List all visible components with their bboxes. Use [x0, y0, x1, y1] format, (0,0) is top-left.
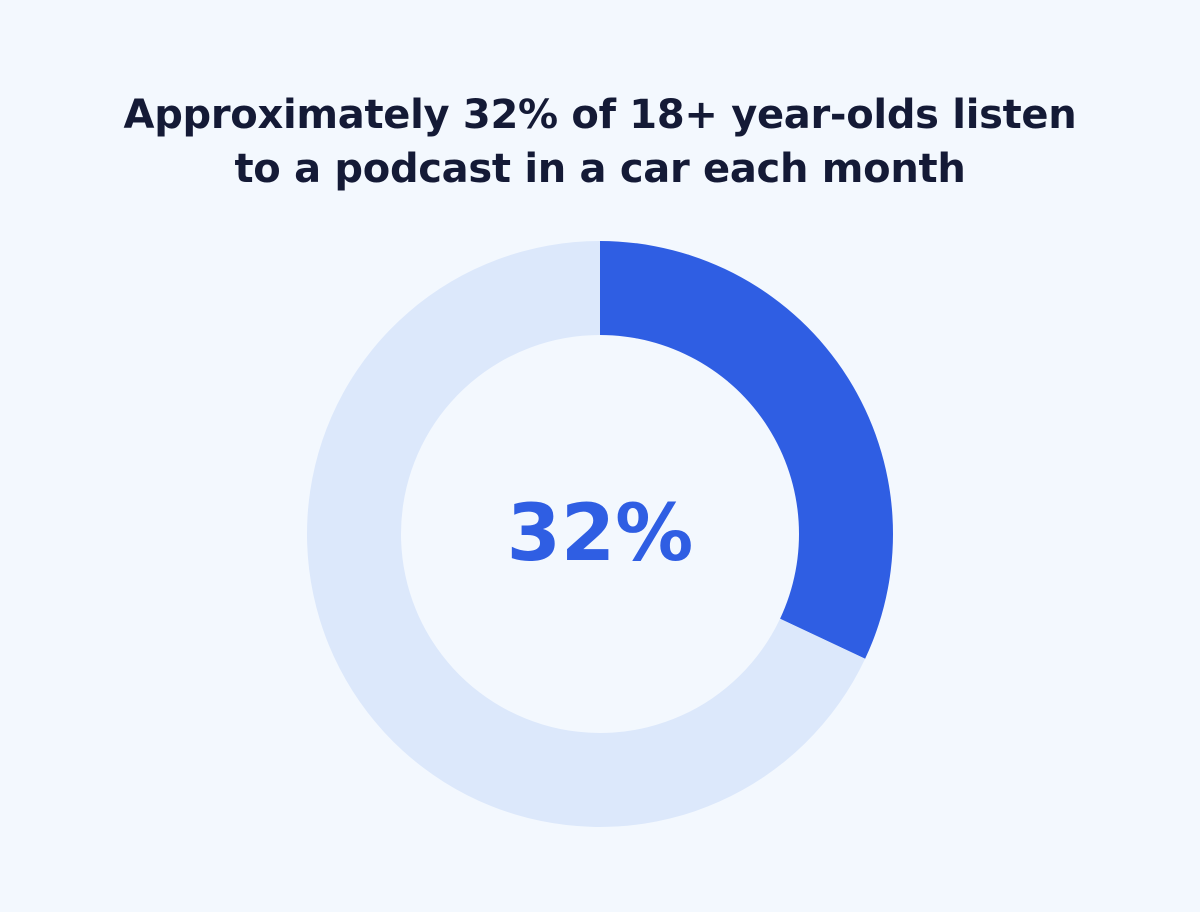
chart-title: Approximately 32% of 18+ year-olds liste…: [0, 88, 1200, 196]
donut-slice-highlight: [600, 241, 893, 659]
chart-title-line-1: Approximately 32% of 18+ year-olds liste…: [123, 92, 1077, 138]
donut-center-value: 32%: [507, 489, 694, 579]
donut-slices: [306, 241, 893, 827]
donut-slice-remainder: [306, 241, 866, 827]
chart-title-line-2: to a podcast in a car each month: [234, 146, 966, 192]
